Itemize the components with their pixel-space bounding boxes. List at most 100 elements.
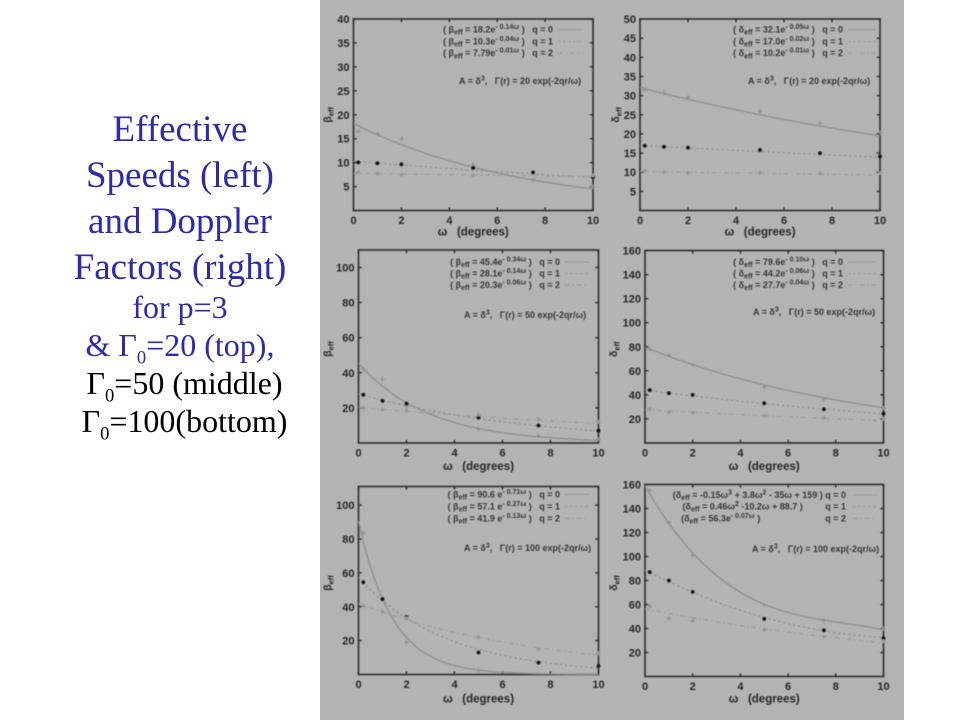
- svg-text:4: 4: [446, 215, 453, 227]
- svg-text:40: 40: [342, 602, 354, 614]
- svg-text:50: 50: [624, 14, 636, 26]
- svg-text:0: 0: [350, 215, 356, 227]
- svg-text:6: 6: [499, 679, 505, 691]
- svg-text:120: 120: [623, 294, 641, 306]
- svg-text:ω (degrees): ω (degrees): [443, 694, 514, 706]
- svg-text:( δeff = 44.2e- 0.06ω ) q =: ( δeff = 44.2e- 0.06ω ) q = 1: [733, 268, 843, 281]
- svg-text:5: 5: [343, 182, 349, 194]
- svg-text:10: 10: [587, 215, 599, 227]
- svg-text:( δeff = 10.2e- 0.01ω ) q =: ( δeff = 10.2e- 0.01ω ) q = 2: [733, 48, 843, 61]
- svg-text:A = δ3, Γ(r) = 20 exp(-2qr/ω: A = δ3, Γ(r) = 20 exp(-2qr/ω): [459, 76, 581, 87]
- svg-text:45: 45: [624, 33, 636, 45]
- svg-text:10: 10: [592, 679, 604, 691]
- svg-text:60: 60: [342, 568, 354, 580]
- svg-text:80: 80: [629, 342, 641, 354]
- svg-text:0: 0: [355, 679, 361, 691]
- svg-text:( βeff = 90.6 e- 0.71ω ) q =: ( βeff = 90.6 e- 0.71ω ) q = 0: [448, 489, 560, 502]
- svg-text:A = δ3, Γ(r) = 100 exp(-2qr/: A = δ3, Γ(r) = 100 exp(-2qr/ω): [464, 543, 591, 554]
- svg-text:8: 8: [547, 448, 553, 460]
- svg-text:4: 4: [451, 679, 458, 691]
- svg-text:15: 15: [624, 148, 636, 160]
- svg-text:80: 80: [342, 534, 354, 546]
- svg-text:10: 10: [877, 681, 889, 693]
- svg-text:0: 0: [642, 448, 648, 460]
- svg-text:6: 6: [781, 215, 787, 227]
- svg-text:2: 2: [685, 215, 691, 227]
- svg-text:A = δ3, Γ(r) = 100 exp(-2qr/: A = δ3, Γ(r) = 100 exp(-2qr/ω): [752, 544, 879, 555]
- svg-text:6: 6: [494, 215, 500, 227]
- svg-text:60: 60: [629, 600, 641, 612]
- svg-text:20: 20: [629, 414, 641, 426]
- svg-text:ω (degrees): ω (degrees): [729, 694, 800, 706]
- svg-text:20: 20: [624, 129, 636, 141]
- svg-text:δeff: δeff: [608, 341, 622, 357]
- svg-text:( βeff = 45.4e- 0.34ω ) q =: ( βeff = 45.4e- 0.34ω ) q = 0: [450, 257, 560, 270]
- svg-text:0: 0: [637, 215, 643, 227]
- svg-text:60: 60: [342, 333, 354, 345]
- svg-text:( δeff = 32.1e- 0.05ω ) q =: ( δeff = 32.1e- 0.05ω ) q = 0: [733, 24, 843, 37]
- svg-text:6: 6: [499, 448, 505, 460]
- svg-text:10: 10: [624, 167, 636, 179]
- svg-text:30: 30: [337, 62, 349, 74]
- svg-text:( δeff = 79.6e- 0.10ω ) q =: ( δeff = 79.6e- 0.10ω ) q = 0: [733, 257, 843, 270]
- svg-text:160: 160: [623, 246, 641, 258]
- svg-text:160: 160: [623, 480, 641, 492]
- svg-text:100: 100: [336, 263, 354, 275]
- svg-text:( βeff = 57.1 e- 0.27ω ) q =: ( βeff = 57.1 e- 0.27ω ) q = 1: [448, 501, 560, 514]
- svg-text:ω (degrees): ω (degrees): [729, 461, 800, 473]
- svg-text:( βeff = 41.9 e- 0.13ω ) q =: ( βeff = 41.9 e- 0.13ω ) q = 2: [448, 513, 560, 526]
- svg-text:A = δ3, Γ(r) = 20 exp(-2qr/ω: A = δ3, Γ(r) = 20 exp(-2qr/ω): [748, 76, 870, 87]
- svg-text:4: 4: [737, 448, 744, 460]
- svg-text:(δeff = 0.46ω2 -10.2ω + 88.7 ): (δeff = 0.46ω2 -10.2ω + 88.7 ) q = 1: [683, 501, 846, 514]
- svg-text:A = δ3, Γ(r) = 50 exp(-2qr/ω: A = δ3, Γ(r) = 50 exp(-2qr/ω): [753, 307, 875, 318]
- svg-text:4: 4: [733, 215, 740, 227]
- svg-text:A = δ3, Γ(r) = 50 exp(-2qr/ω: A = δ3, Γ(r) = 50 exp(-2qr/ω): [464, 310, 586, 321]
- svg-text:ω (degrees): ω (degrees): [724, 227, 795, 239]
- svg-text:βeff: βeff: [322, 575, 336, 591]
- svg-text:100: 100: [623, 318, 641, 330]
- svg-text:140: 140: [623, 504, 641, 516]
- svg-text:20: 20: [629, 648, 641, 660]
- svg-text:20: 20: [337, 110, 349, 122]
- svg-text:( δeff = 27.7e- 0.04ω ) q =: ( δeff = 27.7e- 0.04ω ) q = 2: [733, 280, 843, 293]
- svg-text:8: 8: [829, 215, 835, 227]
- svg-text:8: 8: [833, 681, 839, 693]
- svg-text:20: 20: [342, 403, 354, 415]
- svg-text:5: 5: [630, 186, 636, 198]
- svg-text:( δeff = 17.0e- 0.02ω ) q =: ( δeff = 17.0e- 0.02ω ) q = 1: [733, 36, 843, 49]
- svg-text:20: 20: [342, 636, 354, 648]
- svg-text:35: 35: [337, 38, 349, 50]
- svg-text:2: 2: [398, 215, 404, 227]
- svg-text:30: 30: [624, 91, 636, 103]
- svg-text:2: 2: [690, 448, 696, 460]
- svg-text:80: 80: [629, 576, 641, 588]
- svg-text:40: 40: [629, 624, 641, 636]
- svg-text:δeff: δeff: [608, 575, 622, 591]
- svg-text:2: 2: [690, 681, 696, 693]
- svg-text:2: 2: [403, 679, 409, 691]
- svg-text:0: 0: [642, 681, 648, 693]
- svg-text:120: 120: [623, 528, 641, 540]
- svg-text:6: 6: [785, 681, 791, 693]
- svg-text:8: 8: [547, 679, 553, 691]
- svg-text:(δeff = 56.3e- 0.07ω ): (δeff = 56.3e- 0.07ω ) q = 2: [681, 513, 846, 526]
- svg-text:( βeff = 10.3e- 0.04ω ) q =: ( βeff = 10.3e- 0.04ω ) q = 1: [443, 36, 553, 49]
- svg-text:8: 8: [542, 215, 548, 227]
- svg-text:140: 140: [623, 270, 641, 282]
- svg-text:6: 6: [785, 448, 791, 460]
- svg-text:( βeff = 18.2e- 0.14ω ) q =: ( βeff = 18.2e- 0.14ω ) q = 0: [443, 24, 553, 37]
- svg-text:δeff: δeff: [610, 107, 624, 123]
- svg-text:4: 4: [451, 448, 458, 460]
- svg-text:( βeff = 28.1e- 0.14ω ) q =: ( βeff = 28.1e- 0.14ω ) q = 1: [450, 268, 560, 281]
- svg-text:10: 10: [874, 215, 886, 227]
- svg-text:(δeff = -0.15ω3 + 3.8ω2 - 35ω: (δeff = -0.15ω3 + 3.8ω2 - 35ω + 159 ) q …: [673, 490, 846, 503]
- svg-text:25: 25: [337, 86, 349, 98]
- svg-text:40: 40: [337, 14, 349, 26]
- svg-text:ω (degrees): ω (degrees): [443, 461, 514, 473]
- svg-text:2: 2: [403, 448, 409, 460]
- svg-text:60: 60: [629, 366, 641, 378]
- svg-text:40: 40: [624, 52, 636, 64]
- svg-text:25: 25: [624, 110, 636, 122]
- svg-text:ω (degrees): ω (degrees): [438, 227, 509, 239]
- svg-text:( βeff = 20.3e- 0.06ω ) q =: ( βeff = 20.3e- 0.06ω ) q = 2: [450, 280, 560, 293]
